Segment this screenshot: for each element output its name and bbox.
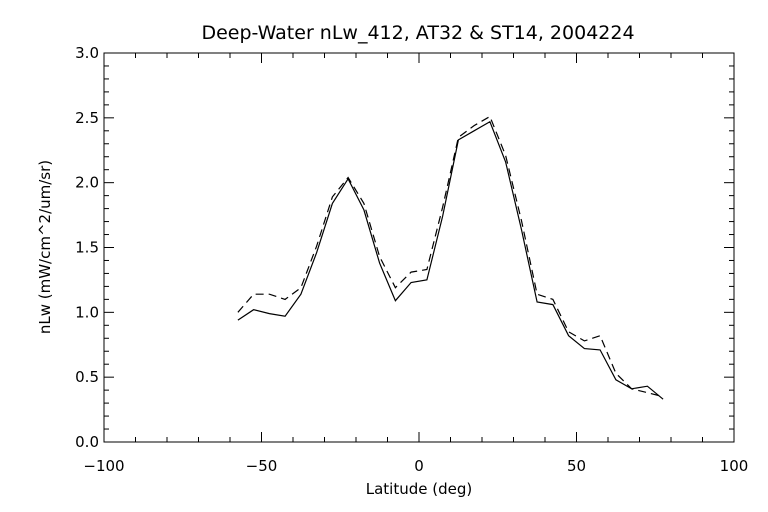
y-axis-label: nLw (mW/cm^2/um/sr)	[36, 160, 54, 334]
y-tick-label: 1.5	[75, 239, 99, 257]
x-axis-label: Latitude (deg)	[366, 480, 472, 498]
series-line-solid	[237, 120, 664, 400]
y-tick-label: 0.5	[75, 368, 99, 386]
y-tick-label: 3.0	[75, 44, 99, 62]
y-tick-label: 0.0	[75, 433, 99, 451]
y-axis: 0.0 0.5 1.0 1.5 2.0 2.5 3.0	[75, 44, 734, 451]
chart-title: Deep-Water nLw_412, AT32 & ST14, 2004224	[201, 22, 634, 44]
x-tick-label: −100	[83, 457, 124, 475]
series-line-dashed	[237, 115, 664, 398]
x-axis: −100 −50 0 50 100	[83, 53, 748, 475]
x-tick-label: 100	[720, 457, 749, 475]
x-tick-label: 50	[567, 457, 586, 475]
y-tick-label: 2.0	[75, 174, 99, 192]
y-tick-label: 1.0	[75, 303, 99, 321]
x-tick-label: 0	[414, 457, 424, 475]
plot-frame	[103, 52, 735, 443]
y-tick-label: 2.5	[75, 109, 99, 127]
series-layer	[237, 115, 664, 400]
x-tick-label: −50	[246, 457, 278, 475]
